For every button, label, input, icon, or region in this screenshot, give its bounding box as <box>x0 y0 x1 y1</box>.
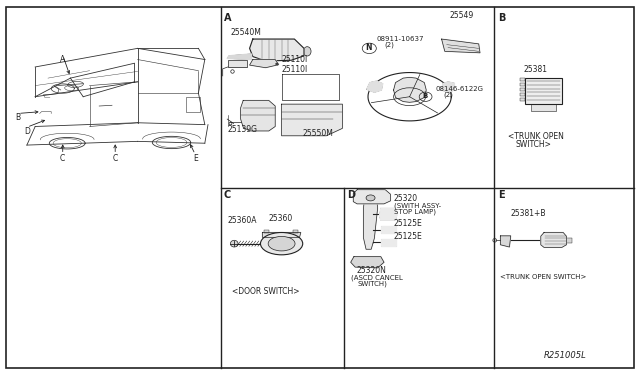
Polygon shape <box>282 104 342 136</box>
Ellipse shape <box>230 240 238 247</box>
Text: E: E <box>498 190 504 201</box>
Bar <box>228 60 247 67</box>
Text: 25110I: 25110I <box>282 55 308 64</box>
Ellipse shape <box>268 237 295 251</box>
Text: B: B <box>422 93 428 99</box>
Text: A: A <box>224 13 232 23</box>
Text: SWITCH): SWITCH) <box>357 281 387 287</box>
Polygon shape <box>394 77 426 102</box>
Polygon shape <box>351 257 384 268</box>
Text: D: D <box>24 127 30 136</box>
Polygon shape <box>541 232 566 247</box>
Text: N: N <box>365 44 372 52</box>
Ellipse shape <box>370 240 374 244</box>
Ellipse shape <box>366 195 375 201</box>
Ellipse shape <box>260 232 303 255</box>
Bar <box>520 78 525 81</box>
Polygon shape <box>262 232 301 237</box>
Text: 25320N: 25320N <box>356 266 387 275</box>
Text: 08146-6122G: 08146-6122G <box>435 86 483 92</box>
Text: 25549: 25549 <box>449 12 474 20</box>
Text: STOP LAMP): STOP LAMP) <box>394 209 436 215</box>
Bar <box>264 230 269 232</box>
Text: 25381: 25381 <box>524 65 548 74</box>
Text: 25381+B: 25381+B <box>511 209 546 218</box>
Polygon shape <box>227 54 252 60</box>
Ellipse shape <box>303 47 311 56</box>
Text: (2): (2) <box>384 41 394 48</box>
Bar <box>520 88 525 91</box>
Polygon shape <box>381 239 396 246</box>
Text: (2): (2) <box>443 92 452 98</box>
Text: B: B <box>15 113 20 122</box>
Text: 25320: 25320 <box>394 195 418 203</box>
Text: C: C <box>224 190 231 201</box>
Text: 25125E: 25125E <box>394 232 422 241</box>
Polygon shape <box>367 81 383 92</box>
Bar <box>520 83 525 86</box>
Polygon shape <box>380 208 397 220</box>
Text: A: A <box>60 55 65 64</box>
Polygon shape <box>364 193 378 249</box>
Bar <box>520 93 525 96</box>
Text: 25139G: 25139G <box>227 125 257 134</box>
Text: C: C <box>113 154 118 163</box>
Text: SWITCH>: SWITCH> <box>516 140 552 149</box>
Text: 25125E: 25125E <box>394 219 422 228</box>
Text: 25360: 25360 <box>269 214 293 223</box>
Bar <box>566 238 572 243</box>
Polygon shape <box>250 60 278 68</box>
Bar <box>186 97 200 112</box>
Ellipse shape <box>493 238 497 242</box>
Text: (SWITH ASSY-: (SWITH ASSY- <box>394 203 441 209</box>
Text: R251005L: R251005L <box>544 351 587 360</box>
Text: B: B <box>498 13 506 23</box>
Text: <TRUNK OPEN: <TRUNK OPEN <box>508 132 563 141</box>
Polygon shape <box>500 236 511 247</box>
Ellipse shape <box>370 212 374 216</box>
Polygon shape <box>241 100 275 131</box>
Bar <box>531 104 556 111</box>
Bar <box>293 230 298 232</box>
Polygon shape <box>250 39 304 61</box>
Text: 25540M: 25540M <box>230 28 261 37</box>
Text: <DOOR SWITCH>: <DOOR SWITCH> <box>232 287 299 296</box>
Ellipse shape <box>404 93 415 100</box>
Ellipse shape <box>370 228 374 231</box>
Text: <TRUNK OPEN SWITCH>: <TRUNK OPEN SWITCH> <box>500 274 587 280</box>
Bar <box>525 78 562 104</box>
Text: 08911-10637: 08911-10637 <box>377 36 424 42</box>
Text: E: E <box>193 154 198 163</box>
Text: 25360A: 25360A <box>227 216 257 225</box>
Polygon shape <box>353 190 390 204</box>
Polygon shape <box>381 226 396 232</box>
Text: D: D <box>347 190 355 201</box>
Polygon shape <box>442 82 454 92</box>
Bar <box>520 98 525 101</box>
Text: C: C <box>60 154 65 163</box>
Polygon shape <box>442 39 480 53</box>
Text: 25110I: 25110I <box>282 65 308 74</box>
Text: 25550M: 25550M <box>302 129 333 138</box>
Text: (ASCD CANCEL: (ASCD CANCEL <box>351 275 403 281</box>
